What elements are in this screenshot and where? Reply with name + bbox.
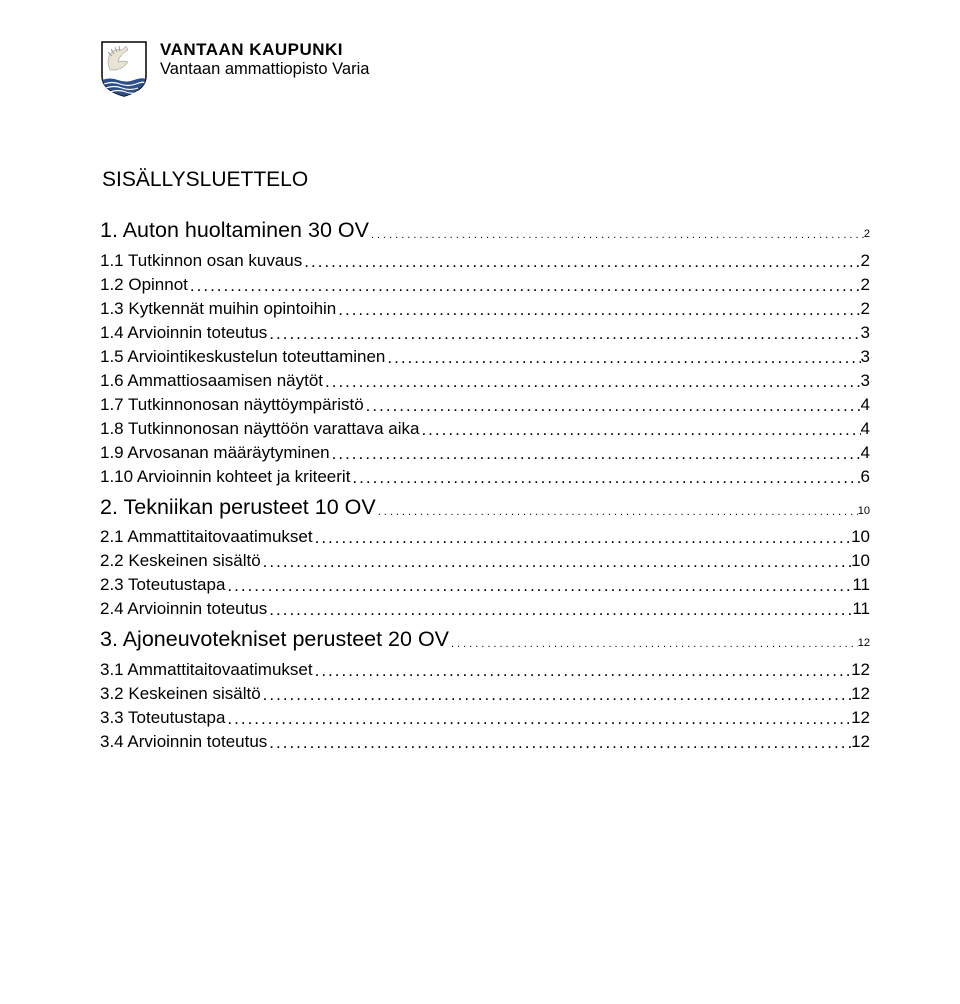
toc-leader-dots: ........................................… [225, 577, 852, 594]
toc-entry-label: 1.3 Kytkennät muihin opintoihin [100, 300, 336, 317]
toc-entry: 1.8 Tutkinnonosan näyttöön varattava aik… [100, 420, 870, 437]
document-header: VANTAAN KAUPUNKI Vantaan ammattiopisto V… [100, 40, 870, 98]
toc-entry: 1.6 Ammattiosaamisen näytöt.............… [100, 372, 870, 389]
toc-entry-page: 12 [851, 733, 870, 750]
toc-entry-label: 3. Ajoneuvotekniset perusteet 20 OV [100, 629, 449, 651]
toc-leader-dots: ........................................… [302, 253, 860, 270]
toc-entry-page: 12 [851, 685, 870, 702]
toc-entry-label: 2.3 Toteutustapa [100, 576, 225, 593]
toc-leader-dots: ........................................… [364, 397, 861, 414]
toc-entry: 2.1 Ammattitaitovaatimukset.............… [100, 528, 870, 545]
toc-entry-page: 12 [858, 638, 870, 649]
toc-entry-page: 2 [861, 300, 870, 317]
toc-entry-page: 4 [861, 420, 870, 437]
toc-entry-label: 1.5 Arviointikeskustelun toteuttaminen [100, 348, 385, 365]
toc-leader-dots: ........................................… [350, 469, 860, 486]
toc-leader-dots: ........................................… [267, 325, 860, 342]
toc-entry: 3.3 Toteutustapa........................… [100, 709, 870, 726]
toc-entry-page: 3 [861, 348, 870, 365]
toc-entry-page: 2 [864, 229, 870, 240]
toc-entry: 1.7 Tutkinnonosan näyttöympäristö.......… [100, 396, 870, 413]
toc-leader-dots: ........................................… [225, 710, 851, 727]
toc-leader-dots: ........................................… [330, 445, 861, 462]
toc-leader-dots: ........................................… [336, 301, 860, 318]
header-text-block: VANTAAN KAUPUNKI Vantaan ammattiopisto V… [160, 40, 369, 79]
toc-entry-page: 10 [851, 552, 870, 569]
toc-entry-page: 3 [861, 372, 870, 389]
toc-entry: 1.1 Tutkinnon osan kuvaus...............… [100, 252, 870, 269]
toc-entry-label: 3.2 Keskeinen sisältö [100, 685, 261, 702]
toc-entry-label: 1.6 Ammattiosaamisen näytöt [100, 372, 323, 389]
toc-entry: 1.10 Arvioinnin kohteet ja kriteerit....… [100, 468, 870, 485]
toc-entry-label: 1.9 Arvosanan määräytyminen [100, 444, 330, 461]
toc-entry: 3. Ajoneuvotekniset perusteet 20 OV.....… [100, 629, 870, 651]
toc-entry-page: 4 [861, 396, 870, 413]
toc-entry: 1. Auton huoltaminen 30 OV..............… [100, 220, 870, 242]
toc-entry-page: 10 [858, 506, 870, 517]
city-crest-icon [100, 40, 148, 98]
toc-leader-dots: ........................................… [188, 277, 861, 294]
toc-entry-page: 11 [852, 600, 870, 617]
toc-entry-label: 3.3 Toteutustapa [100, 709, 225, 726]
toc-entry: 1.2 Opinnot.............................… [100, 276, 870, 293]
toc-leader-dots: ........................................… [267, 601, 852, 618]
toc-leader-dots: ........................................… [419, 421, 860, 438]
toc-entry-page: 2 [861, 252, 870, 269]
toc-entry-label: 2.4 Arvioinnin toteutus [100, 600, 267, 617]
toc-entry: 3.1 Ammattitaitovaatimukset.............… [100, 661, 870, 678]
toc-heading: SISÄLLYSLUETTELO [102, 168, 870, 192]
toc-entry-page: 12 [851, 661, 870, 678]
organization-name: VANTAAN KAUPUNKI [160, 40, 369, 60]
toc-entry: 2.2 Keskeinen sisältö...................… [100, 552, 870, 569]
toc-entry-page: 3 [861, 324, 870, 341]
toc-leader-dots: ........................................… [376, 507, 858, 518]
toc-entry: 2.3 Toteutustapa........................… [100, 576, 870, 593]
toc-entry-label: 1.8 Tutkinnonosan näyttöön varattava aik… [100, 420, 419, 437]
toc-entry-label: 2. Tekniikan perusteet 10 OV [100, 497, 376, 519]
toc-leader-dots: ........................................… [449, 639, 858, 650]
toc-entry-page: 6 [861, 468, 870, 485]
toc-entry: 2.4 Arvioinnin toteutus.................… [100, 600, 870, 617]
toc-entry-label: 1.2 Opinnot [100, 276, 188, 293]
toc-entry-label: 3.4 Arvioinnin toteutus [100, 733, 267, 750]
toc-entry-page: 10 [851, 528, 870, 545]
toc-entry: 3.2 Keskeinen sisältö...................… [100, 685, 870, 702]
toc-leader-dots: ........................................… [261, 553, 851, 570]
toc-entry-label: 1.10 Arvioinnin kohteet ja kriteerit [100, 468, 350, 485]
toc-entry-label: 2.2 Keskeinen sisältö [100, 552, 261, 569]
toc-leader-dots: ........................................… [385, 349, 860, 366]
toc-entry-page: 12 [851, 709, 870, 726]
department-name: Vantaan ammattiopisto Varia [160, 60, 369, 79]
toc-leader-dots: ........................................… [261, 686, 851, 703]
toc-leader-dots: ........................................… [267, 734, 851, 751]
toc-entry-label: 1.7 Tutkinnonosan näyttöympäristö [100, 396, 364, 413]
toc-entry-label: 3.1 Ammattitaitovaatimukset [100, 661, 313, 678]
toc-entry: 1.5 Arviointikeskustelun toteuttaminen..… [100, 348, 870, 365]
toc-entry-page: 2 [861, 276, 870, 293]
toc-entry: 1.9 Arvosanan määräytyminen.............… [100, 444, 870, 461]
toc-entry-label: 1. Auton huoltaminen 30 OV [100, 220, 369, 242]
toc-entry: 1.4 Arvioinnin toteutus.................… [100, 324, 870, 341]
toc-entry-label: 2.1 Ammattitaitovaatimukset [100, 528, 313, 545]
toc-entry-label: 1.1 Tutkinnon osan kuvaus [100, 252, 302, 269]
toc-entry-label: 1.4 Arvioinnin toteutus [100, 324, 267, 341]
toc-entry: 3.4 Arvioinnin toteutus.................… [100, 733, 870, 750]
toc-leader-dots: ........................................… [323, 373, 861, 390]
toc-entry: 1.3 Kytkennät muihin opintoihin.........… [100, 300, 870, 317]
toc-entry-page: 4 [861, 444, 870, 461]
toc-list: 1. Auton huoltaminen 30 OV..............… [100, 220, 870, 750]
toc-leader-dots: ........................................… [369, 230, 864, 241]
toc-leader-dots: ........................................… [313, 662, 851, 679]
toc-entry: 2. Tekniikan perusteet 10 OV............… [100, 497, 870, 519]
toc-entry-page: 11 [852, 576, 870, 593]
toc-leader-dots: ........................................… [313, 529, 851, 546]
